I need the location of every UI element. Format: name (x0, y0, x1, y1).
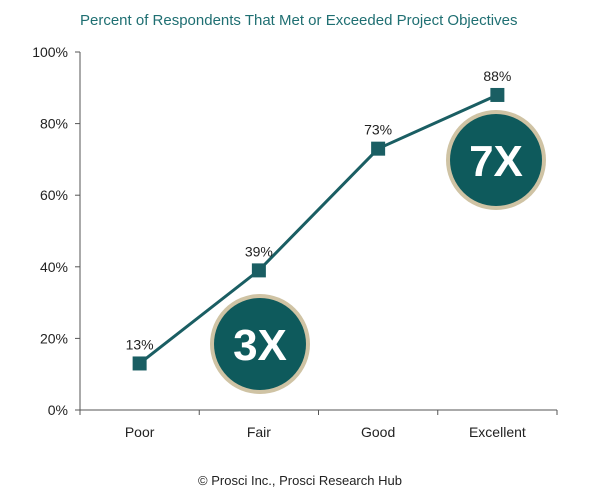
y-tick-label: 60% (40, 187, 68, 203)
multiplier-badge (450, 114, 542, 206)
series-line (138, 93, 498, 365)
x-tick-label: Excellent (469, 424, 526, 440)
y-tick-label: 0% (48, 402, 68, 418)
x-tick-label: Poor (125, 424, 155, 440)
data-label: 39% (245, 243, 273, 259)
data-point-marker (251, 263, 266, 278)
multiplier-badge-label: 7X (469, 137, 523, 186)
multiplier-badge (214, 298, 306, 390)
y-tick-label: 20% (40, 330, 68, 346)
data-point-marker (132, 356, 147, 371)
data-point-marker (490, 87, 505, 102)
chart-title: Percent of Respondents That Met or Excee… (80, 12, 518, 29)
data-label: 88% (483, 68, 511, 84)
y-tick-label: 80% (40, 116, 68, 132)
copyright-footer: © Prosci Inc., Prosci Research Hub (198, 473, 402, 488)
multiplier-badge-label: 3X (233, 321, 287, 370)
y-tick-label: 40% (40, 259, 68, 275)
x-tick-label: Fair (247, 424, 271, 440)
data-point-marker (371, 141, 386, 156)
y-tick-label: 100% (32, 44, 68, 60)
data-label: 73% (364, 122, 392, 138)
x-tick-label: Good (361, 424, 395, 440)
data-label: 13% (126, 336, 154, 352)
